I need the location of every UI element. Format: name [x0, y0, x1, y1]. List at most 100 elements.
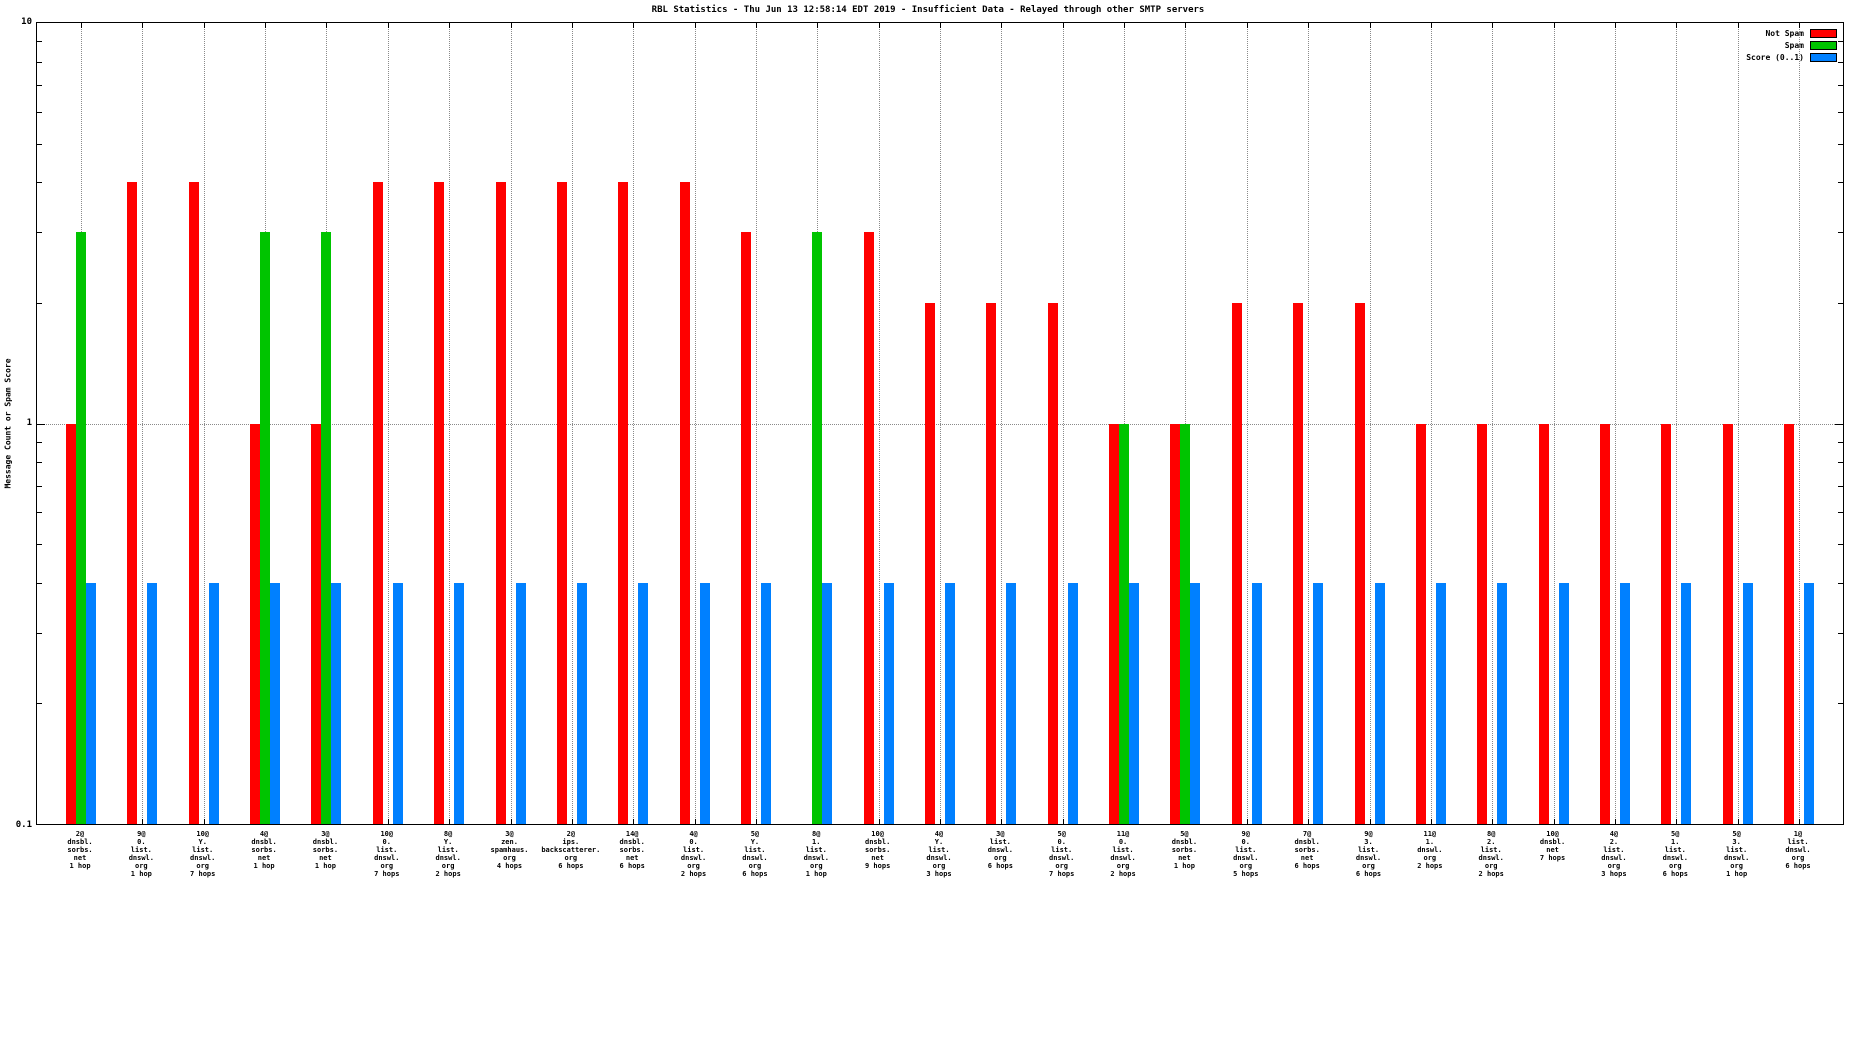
x-tick-top [1369, 23, 1371, 28]
legend-entry-spam: Spam [1746, 39, 1837, 51]
bar-score-0-1 [1742, 582, 1753, 824]
y-tick-label-10: 10 [21, 17, 32, 27]
plot-area: Not Spam Spam Score (0..1) [36, 22, 1844, 825]
bar-spam [76, 232, 86, 824]
bar-score-0-1 [454, 582, 465, 824]
x-tick-top [387, 23, 389, 28]
x-tick-label: 9@ 0. list. dnswl. org 5 hops [1233, 830, 1259, 878]
x-tick-label: 4@ dnsbl. sorbs. net 1 hop [251, 830, 277, 870]
x-gridline [1062, 23, 1064, 824]
bar-score-0-1 [270, 582, 281, 824]
bar-score-0-1 [147, 582, 158, 824]
bar-score-0-1 [1313, 582, 1324, 824]
x-tick-bottom [940, 819, 941, 824]
bar-score-0-1 [1497, 582, 1508, 824]
x-tick-top [1553, 23, 1555, 28]
bar-score-0-1 [760, 582, 771, 824]
x-tick-bottom [755, 819, 757, 824]
y-minor-tick [1838, 111, 1843, 113]
x-gridline [878, 23, 880, 824]
bar-not-spam [1661, 423, 1672, 824]
x-gridline [387, 23, 389, 824]
x-tick-top [81, 23, 82, 28]
y-minor-tick [37, 632, 42, 634]
bar-not-spam [188, 182, 199, 824]
y-minor-tick [1838, 85, 1843, 87]
x-gridline [694, 23, 696, 824]
x-tick-label: 11@ 1. dnswl. org 2 hops [1417, 830, 1443, 870]
chart-title: RBL Statistics - Thu Jun 13 12:58:14 EDT… [651, 5, 1205, 15]
y-minor-tick [1838, 512, 1843, 514]
bar-not-spam [1170, 423, 1181, 824]
x-gridline [1430, 23, 1432, 824]
bar-not-spam [127, 182, 138, 824]
x-gridline [1614, 23, 1616, 824]
x-tick-bottom [878, 819, 880, 824]
x-tick-top [817, 23, 819, 28]
x-tick-bottom [1737, 819, 1739, 824]
x-tick-bottom [633, 819, 635, 824]
x-gridline [1246, 23, 1248, 824]
bar-not-spam [556, 182, 567, 824]
legend-swatch-not-spam [1810, 28, 1837, 38]
x-tick-bottom [1799, 819, 1800, 824]
x-tick-top [1062, 23, 1064, 28]
bar-score-0-1 [699, 582, 710, 824]
x-gridline [940, 23, 941, 824]
x-tick-top [1737, 23, 1739, 28]
bar-score-0-1 [392, 582, 403, 824]
bar-score-0-1 [822, 582, 833, 824]
y-minor-tick [37, 302, 42, 304]
bar-score-0-1 [883, 582, 894, 824]
x-gridline [510, 23, 512, 824]
legend-swatch-spam [1810, 40, 1837, 50]
bar-score-0-1 [1681, 582, 1692, 824]
x-tick-top [940, 23, 941, 28]
bar-not-spam [311, 423, 322, 824]
bar-score-0-1 [331, 582, 342, 824]
x-tick-top [326, 23, 328, 28]
bar-not-spam [986, 302, 997, 824]
bar-score-0-1 [208, 582, 219, 824]
legend-entry-not-spam: Not Spam [1746, 27, 1837, 39]
bar-not-spam [1599, 423, 1610, 824]
x-tick-bottom [1246, 819, 1248, 824]
legend-label-score: Score (0..1) [1746, 52, 1804, 62]
y-minor-tick [37, 441, 42, 443]
x-gridline [203, 23, 205, 824]
bar-score-0-1 [515, 582, 526, 824]
x-tick-label: 5@ dnsbl. sorbs. net 1 hop [1171, 830, 1198, 870]
y-tick-label-1: 1 [26, 418, 32, 428]
legend-label-not-spam: Not Spam [1765, 28, 1804, 38]
x-tick-label: 8@ 2. list. dnswl. org 2 hops [1478, 830, 1504, 878]
x-tick-top [1001, 23, 1003, 28]
x-tick-bottom [694, 819, 696, 824]
bar-not-spam [679, 182, 690, 824]
x-tick-label: 8@ Y. list. dnswl. org 2 hops [435, 830, 461, 878]
legend: Not Spam Spam Score (0..1) [1746, 27, 1837, 63]
bar-spam [321, 232, 332, 824]
x-gridline [1676, 23, 1678, 824]
x-gridline [1492, 23, 1494, 824]
x-tick-label: 5@ 0. list. dnswl. org 7 hops [1049, 830, 1075, 878]
x-tick-label: 2@ dnsbl. sorbs. net 1 hop [67, 830, 93, 870]
bar-not-spam [1415, 423, 1426, 824]
x-tick-top [1246, 23, 1248, 28]
bar-spam [812, 232, 823, 824]
bar-score-0-1 [1374, 582, 1385, 824]
y-minor-tick [1838, 582, 1843, 584]
x-tick-label: 3@ list. dnswl. org 6 hops [987, 830, 1013, 870]
y-tick-label-0-1: 0.1 [15, 820, 32, 830]
x-tick-bottom [1062, 819, 1064, 824]
bar-score-0-1 [1067, 582, 1078, 824]
x-tick-top [694, 23, 696, 28]
x-tick-top [571, 23, 573, 28]
x-tick-bottom [1308, 819, 1310, 824]
x-gridline [1308, 23, 1310, 824]
bar-score-0-1 [1435, 582, 1446, 824]
x-tick-top [510, 23, 512, 28]
bar-score-0-1 [638, 582, 649, 824]
x-gridline [1737, 23, 1739, 824]
x-tick-top [1676, 23, 1678, 28]
bar-score-0-1 [1006, 582, 1017, 824]
